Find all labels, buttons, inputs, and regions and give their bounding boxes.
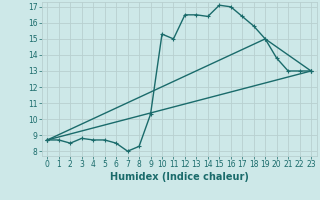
X-axis label: Humidex (Indice chaleur): Humidex (Indice chaleur) — [110, 172, 249, 182]
